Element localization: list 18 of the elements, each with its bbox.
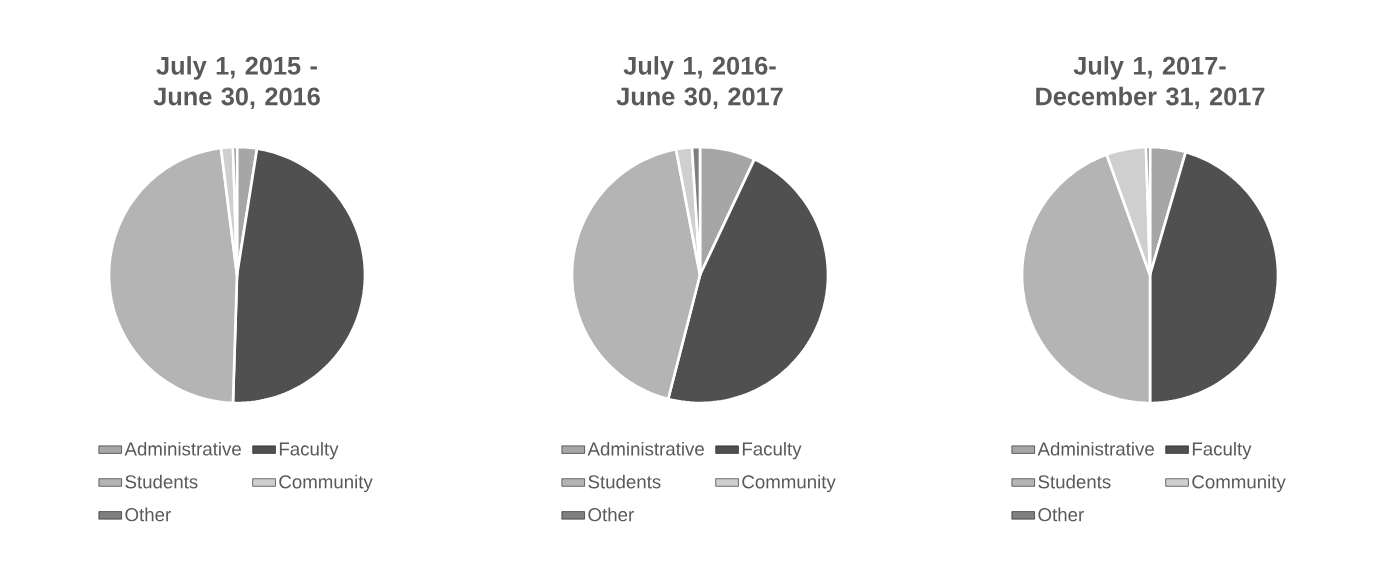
legend-label: Other: [125, 507, 171, 522]
legend-label: Faculty: [279, 441, 339, 460]
legend-label: Community: [742, 474, 836, 493]
legend-label: Faculty: [1192, 441, 1252, 460]
legend-label: Other: [588, 507, 634, 522]
legend-label: Administrative: [124, 441, 241, 456]
chart-title: July 1, 2016-June 30, 2017: [616, 56, 783, 110]
legend-label: Students: [588, 474, 661, 489]
legend-label: Administrative: [1037, 441, 1154, 456]
legend-label: Community: [1192, 474, 1286, 493]
legend-label: Faculty: [742, 441, 802, 460]
legend-label: Other: [1038, 507, 1084, 522]
legend-label: Community: [279, 474, 373, 493]
legend-label: Administrative: [587, 441, 704, 456]
legend-label: Students: [125, 474, 198, 489]
chart-title: July 1, 2017- December 31, 2017: [1036, 56, 1265, 110]
chart-title: July 1, 2015 -June 30, 2016: [153, 56, 320, 110]
legend-label: Students: [1038, 474, 1111, 489]
